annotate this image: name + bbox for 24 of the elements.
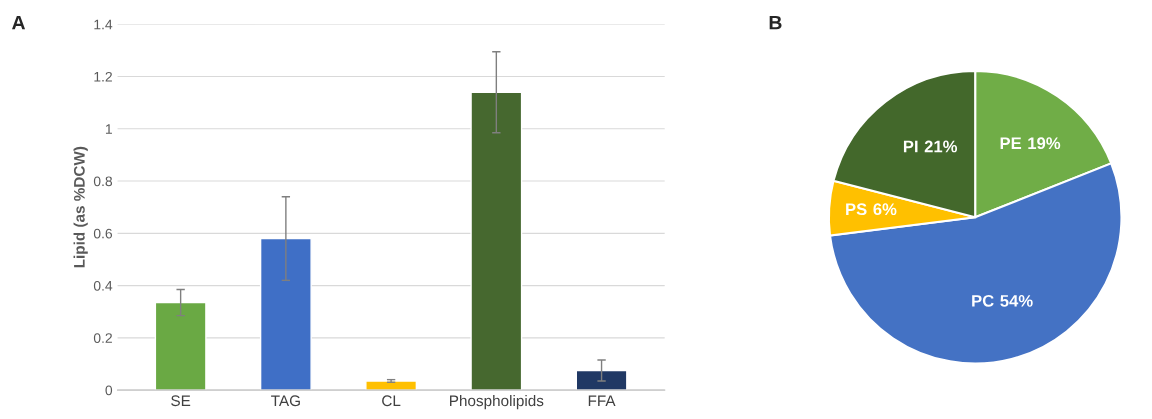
slice-label: PC (972, 294, 994, 307)
data-label: 6% (873, 203, 897, 216)
y-axis-title: Lipid (as %DCW) (73, 146, 88, 268)
y-tick-label: 0.8 (93, 176, 113, 187)
slice-label: PE (1000, 137, 1022, 149)
y-tick-label: 0.2 (93, 333, 112, 343)
text: B (769, 15, 782, 30)
x-tick-label: TAG (271, 395, 300, 407)
y-tick-label: 1.4 (94, 19, 113, 30)
y-tick-label: 0 (105, 385, 113, 396)
x-tick-label: CL (382, 395, 401, 407)
data-label: 21% (924, 140, 958, 153)
slice-label: PI (903, 140, 918, 153)
data-label: 19% (1028, 137, 1061, 150)
y-tick-label: 0.6 (93, 228, 113, 239)
y-tick-label: 0.4 (93, 280, 113, 291)
slice-label: PS (846, 203, 867, 216)
x-tick-label: FFA (588, 395, 616, 407)
x-tick-label: SE (171, 395, 191, 407)
x-tick-label: Phospholipids (450, 394, 544, 410)
data-label: 54% (1000, 295, 1033, 307)
y-tick-label: 1 (105, 124, 112, 134)
text: A (12, 15, 26, 30)
y-tick-label: 1.2 (94, 71, 112, 82)
